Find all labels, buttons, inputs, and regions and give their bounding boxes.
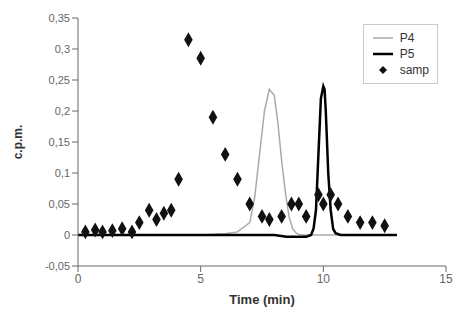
html-text:P4: P4 [399,31,415,45]
svg-text:0,25: 0,25 [49,74,70,86]
svg-text:0,05: 0,05 [49,198,70,210]
svg-text:0: 0 [64,229,70,241]
svg-text:0,35: 0,35 [49,12,70,24]
html-text:P5: P5 [399,47,415,61]
svg-text:0,1: 0,1 [55,167,70,179]
svg-text:0: 0 [75,272,82,286]
svg-text:c.p.m.: c.p.m. [11,125,25,160]
svg-text:0,2: 0,2 [55,105,70,117]
svg-text:-0,05: -0,05 [45,260,70,272]
svg-text:10: 10 [317,272,331,286]
svg-text:Time (min): Time (min) [229,292,295,307]
svg-text:0,3: 0,3 [55,43,70,55]
svg-text:5: 5 [197,272,204,286]
svg-text:0,15: 0,15 [49,136,70,148]
html-text:samp: samp [399,63,429,77]
svg-text:15: 15 [439,272,453,286]
